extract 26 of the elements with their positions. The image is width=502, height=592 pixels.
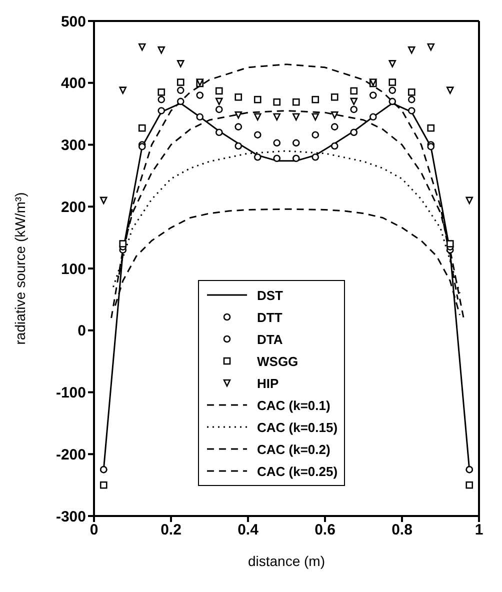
x-tick-label: 1 <box>474 522 484 539</box>
y-tick-label: -100 <box>56 384 86 402</box>
x-tick-label: 0.6 <box>314 522 336 539</box>
legend-label: DST <box>257 288 283 302</box>
y-tick-label: 400 <box>60 75 86 92</box>
y-tick-label: 200 <box>60 198 86 216</box>
y-tick-label: -300 <box>56 508 86 526</box>
x-tick-label: 0.2 <box>160 522 182 539</box>
y-tick-label: 500 <box>60 13 86 30</box>
y-tick-label: 100 <box>60 260 86 278</box>
legend-label: WSGG <box>257 354 298 368</box>
legend-label: DTA <box>257 332 283 346</box>
legend-label: CAC (k=0.1) <box>257 398 330 412</box>
legend-label: HIP <box>257 376 279 390</box>
legend-label: DTT <box>257 310 282 324</box>
x-axis-title: distance (m) <box>248 553 326 569</box>
x-tick-label: 0 <box>90 522 98 539</box>
legend-label: CAC (k=0.15) <box>257 420 338 434</box>
y-tick-label: 300 <box>60 137 86 154</box>
x-tick-label: 0.8 <box>392 522 412 539</box>
legend-label: CAC (k=0.25) <box>257 464 338 478</box>
y-axis-title: radiative source (kW/m³) <box>12 192 28 345</box>
y-tick-label: 0 <box>78 322 86 340</box>
x-tick-label: 0.4 <box>238 522 260 539</box>
y-tick-label: -200 <box>56 446 86 464</box>
legend-label: CAC (k=0.2) <box>257 442 330 456</box>
